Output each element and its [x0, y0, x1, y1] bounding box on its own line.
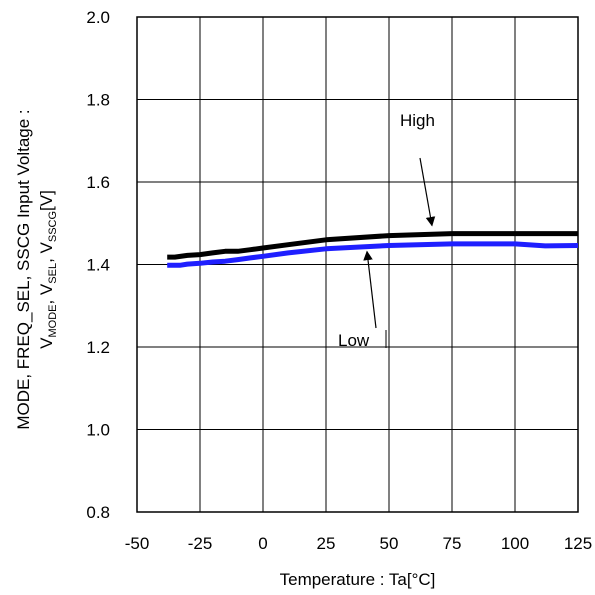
y-tick-label: 1.0: [86, 421, 110, 440]
y-axis-title: MODE, FREQ_SEL, SSCG Input Voltage : VMO…: [14, 109, 59, 429]
y-tick-labels: 0.8 1.0 1.2 1.4 1.6 1.8 2.0: [86, 8, 110, 522]
annotation-arrow-low: [363, 250, 377, 329]
x-tick-label: 0: [258, 534, 267, 553]
y-tick-label: 1.4: [86, 256, 110, 275]
series-layer: [167, 231, 579, 268]
x-axis-title: Temperature : Ta[°C]: [280, 570, 436, 589]
y-tick-label: 0.8: [86, 503, 110, 522]
x-tick-label: -25: [188, 534, 213, 553]
y-axis-title-line1: MODE, FREQ_SEL, SSCG Input Voltage :: [14, 109, 33, 429]
y-tick-label: 1.2: [86, 338, 110, 357]
x-tick-labels: -50 -25 0 25 50 75 100 125: [125, 534, 592, 553]
annotation-arrow-high: [419, 157, 436, 227]
x-tick-label: 25: [317, 534, 336, 553]
y-tick-label: 2.0: [86, 8, 110, 27]
y-tick-label: 1.8: [86, 91, 110, 110]
x-tick-label: -50: [125, 534, 150, 553]
plot-frame: [136, 16, 579, 513]
y-tick-label: 1.6: [86, 173, 110, 192]
annotation-low: Low: [338, 331, 370, 350]
x-tick-label: 100: [501, 534, 529, 553]
x-tick-label: 75: [443, 534, 462, 553]
series-line-high: [167, 231, 578, 260]
annotation-high: High: [400, 111, 435, 130]
x-tick-label: 50: [380, 534, 399, 553]
y-axis-title-line2: VMODE, VSEL, VSSCG[V]: [37, 190, 59, 349]
x-tick-label: 125: [564, 534, 592, 553]
series-line-low: [167, 241, 579, 268]
annotations: High Low: [338, 110, 453, 350]
